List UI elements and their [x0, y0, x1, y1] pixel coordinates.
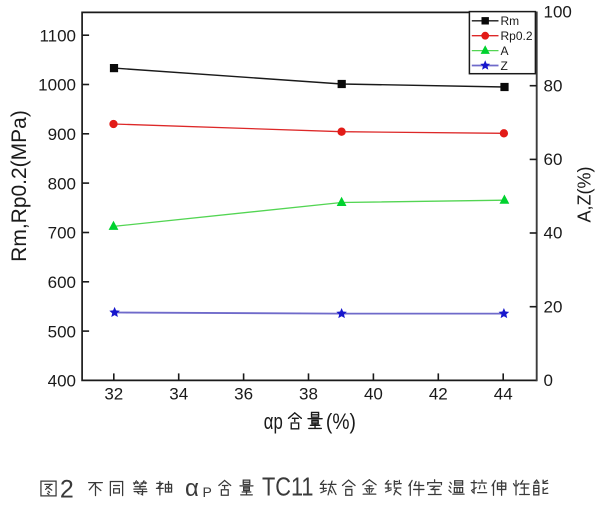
svg-text:42: 42: [429, 385, 448, 404]
svg-text:38: 38: [299, 385, 318, 404]
svg-text:A,Z(%): A,Z(%): [575, 167, 595, 223]
svg-text:600: 600: [48, 273, 76, 292]
svg-text:100: 100: [544, 3, 572, 22]
svg-text:400: 400: [48, 372, 76, 391]
svg-text:34: 34: [169, 385, 188, 404]
svg-text:40: 40: [364, 385, 383, 404]
svg-text:Rm,Rp0.2(MPa): Rm,Rp0.2(MPa): [8, 110, 31, 262]
svg-text:TC11: TC11: [262, 472, 314, 502]
svg-text:αp: αp: [264, 409, 283, 434]
svg-text:32: 32: [104, 385, 123, 404]
svg-text:0: 0: [544, 371, 553, 390]
svg-text:1100: 1100: [39, 26, 76, 45]
svg-text:20: 20: [544, 297, 563, 316]
svg-text:40: 40: [544, 224, 563, 243]
svg-text:α: α: [185, 475, 199, 502]
svg-text:36: 36: [234, 385, 253, 404]
svg-text:700: 700: [48, 224, 76, 243]
svg-text:P: P: [203, 484, 212, 500]
svg-text:80: 80: [544, 76, 563, 95]
svg-text:2: 2: [60, 476, 74, 504]
svg-text:900: 900: [48, 125, 76, 144]
svg-text:1000: 1000: [38, 76, 76, 95]
svg-text:44: 44: [494, 385, 513, 404]
svg-text:500: 500: [48, 322, 76, 341]
svg-text:60: 60: [544, 150, 563, 169]
svg-text:(%): (%): [326, 409, 356, 434]
svg-text:Rm: Rm: [501, 14, 520, 28]
svg-text:800: 800: [48, 174, 76, 193]
svg-text:Z: Z: [501, 59, 508, 73]
svg-text:A: A: [501, 44, 509, 58]
svg-text:Rp0.2: Rp0.2: [501, 29, 533, 43]
